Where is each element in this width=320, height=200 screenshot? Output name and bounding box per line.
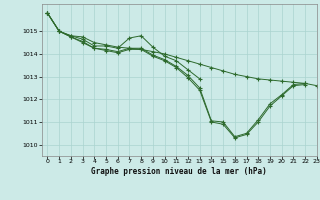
X-axis label: Graphe pression niveau de la mer (hPa): Graphe pression niveau de la mer (hPa) — [91, 167, 267, 176]
